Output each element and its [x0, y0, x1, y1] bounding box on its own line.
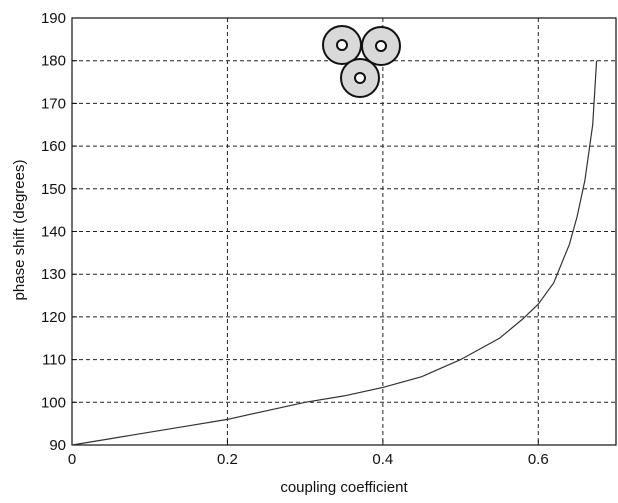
y-tick-label: 110	[42, 352, 66, 369]
conductor-circle-bottom	[340, 58, 380, 98]
y-tick-labels: 90 100 110 120 130 140 150 160 170 180 190	[41, 10, 66, 454]
tick-layer	[71, 17, 539, 446]
y-tick-label: 160	[41, 138, 66, 155]
y-tick-label: 170	[41, 95, 66, 112]
y-tick-label: 130	[41, 266, 66, 283]
y-tick-label: 150	[41, 181, 66, 198]
y-tick-label: 180	[41, 53, 66, 70]
grid-layer	[72, 18, 616, 445]
x-tick-label: 0	[68, 451, 76, 468]
series-line	[71, 60, 598, 446]
x-tick-label: 0.4	[372, 451, 393, 468]
y-tick-label: 120	[41, 309, 66, 326]
conductor-circle-left	[322, 25, 362, 65]
x-tick-label: 0.2	[217, 451, 238, 468]
three-circle-conductor-icon	[322, 25, 401, 98]
x-axis-title: coupling coefficient	[280, 479, 408, 496]
y-tick-label: 140	[41, 224, 66, 241]
conductor-circle-right	[361, 26, 401, 66]
y-axis-title: phase shift (degrees)	[11, 160, 28, 301]
series-layer	[71, 60, 598, 446]
y-tick-label: 100	[41, 394, 66, 411]
x-tick-labels: 0 0.2 0.4 0.6	[68, 451, 549, 468]
y-tick-label: 90	[49, 437, 66, 454]
x-tick-label: 0.6	[528, 451, 549, 468]
y-tick-label: 190	[41, 10, 66, 27]
